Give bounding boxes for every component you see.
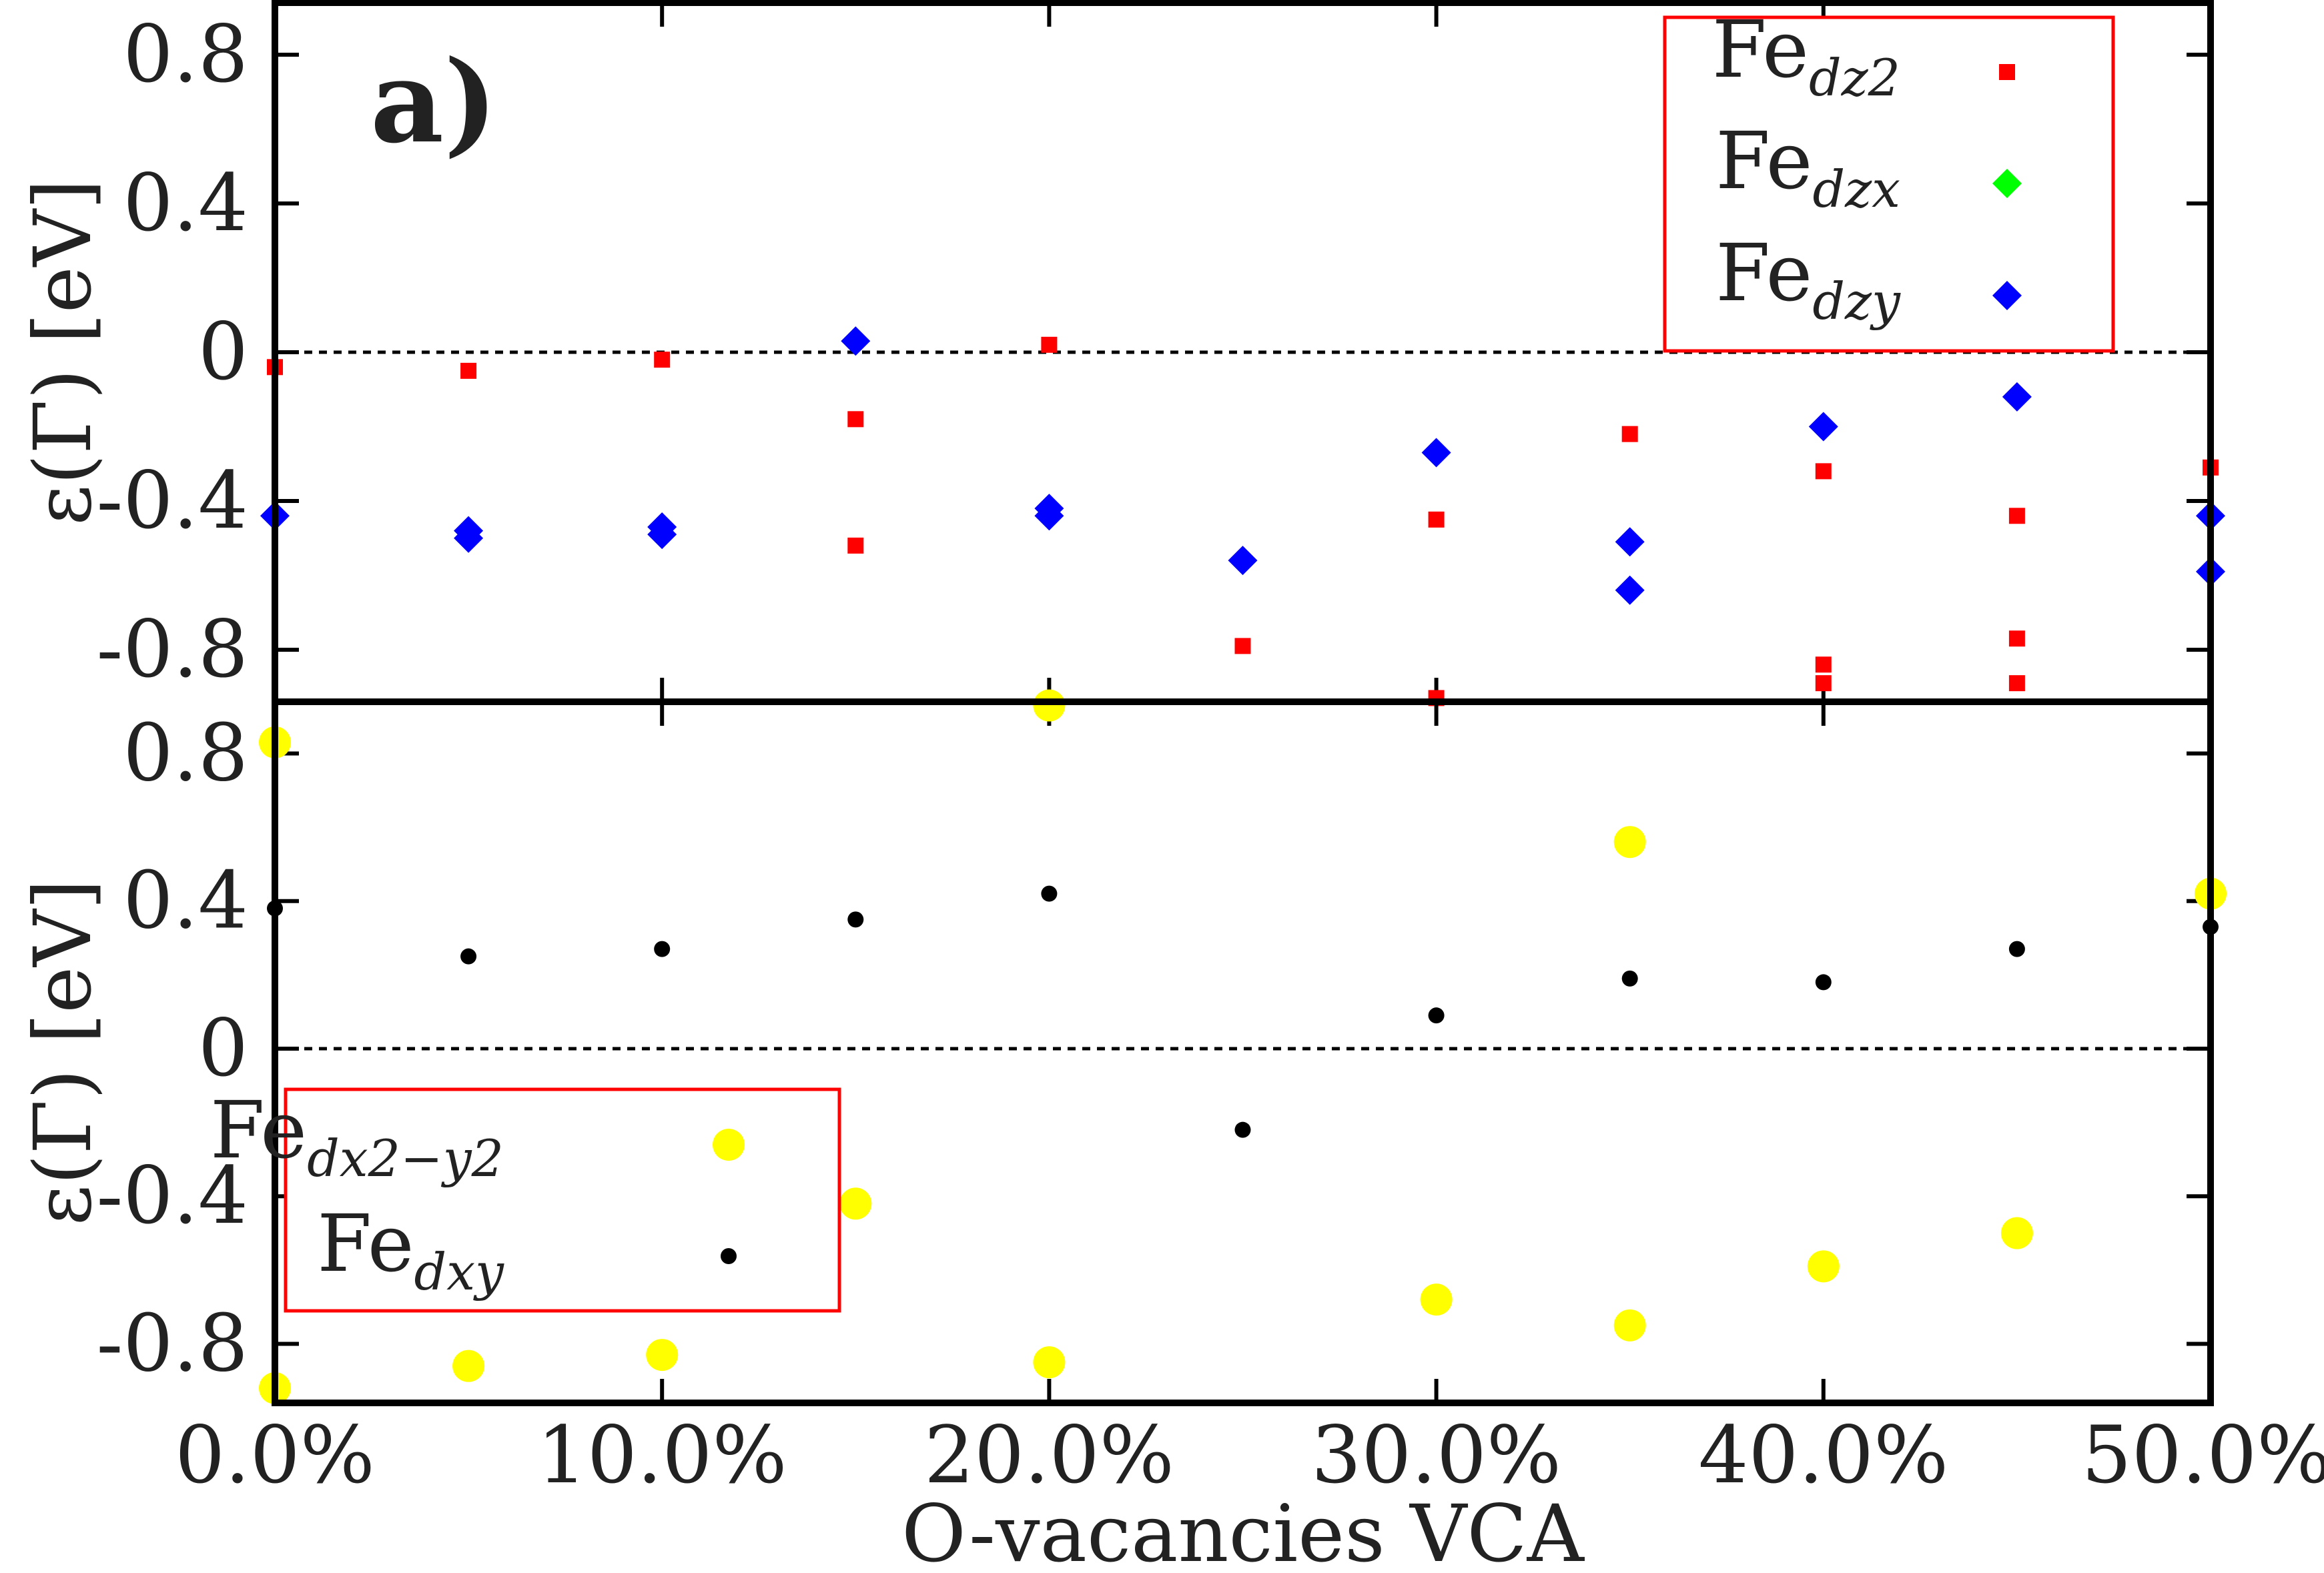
data-point [1228, 546, 1258, 576]
series-2-2 [267, 885, 2219, 1138]
y-tick-label: 0.4 [123, 157, 248, 249]
data-point [452, 1350, 485, 1382]
legend-marker [1992, 169, 2022, 198]
legend-subscript: dx2−y2 [307, 1129, 504, 1188]
data-point [1234, 1121, 1251, 1138]
x-tick-label: 30.0% [1311, 1409, 1561, 1501]
data-point [1041, 885, 1058, 902]
data-point [1621, 426, 1638, 442]
data-point [1033, 689, 1066, 722]
panel-1: 0.8 0.4 0 -0.4 -0.8 ε(Γ) [eV] a) [17, 3, 2225, 706]
y-axis-title: ε(Γ) [eV] [17, 879, 109, 1226]
legend-top-box [1663, 15, 2115, 353]
y-tick-label: 0.8 [123, 706, 248, 799]
data-point [1815, 463, 1832, 480]
data-point [454, 523, 484, 553]
y-tick-label: -0.4 [96, 454, 248, 546]
data-point [1815, 974, 1832, 991]
data-point [847, 537, 864, 554]
x-tick-label: 50.0% [2082, 1409, 2324, 1501]
data-point [1234, 638, 1251, 654]
panel-2: 0.8 0.4 0 -0.4 -0.8 ε(Γ) [eV] [17, 689, 2227, 1404]
data-point [1428, 1007, 1445, 1024]
y-tick-label: -0.4 [96, 1149, 248, 1241]
data-point [1621, 970, 1638, 987]
y-tick-label: 0.4 [123, 855, 248, 947]
series-1-1 [267, 336, 2219, 706]
legend-marker [713, 1129, 745, 1161]
x-tick-label: 40.0% [1698, 1409, 1948, 1501]
data-point [460, 948, 477, 965]
data-point [1808, 412, 1838, 442]
x-axis-title: O-vacancies VCA [901, 1488, 1585, 1573]
data-point [1041, 336, 1058, 353]
data-point [841, 326, 871, 356]
legend-marker [721, 1248, 737, 1264]
y-tick-label: -0.8 [96, 603, 248, 695]
series-2-1 [259, 689, 2227, 1404]
data-point [1420, 1283, 1453, 1316]
data-point [654, 941, 671, 957]
legend-bottom-box [284, 1087, 841, 1313]
y-tick-label: -0.8 [96, 1297, 248, 1389]
data-point [1428, 511, 1445, 528]
data-point [839, 1187, 872, 1220]
y-tick-label: 0 [198, 306, 248, 398]
x-tick-label: 20.0% [924, 1409, 1174, 1501]
data-point [1033, 1346, 1066, 1379]
data-point [1815, 675, 1832, 692]
data-point [1615, 527, 1645, 557]
x-tick-label: 0.0% [175, 1409, 375, 1501]
x-tick-label: 10.0% [537, 1409, 787, 1501]
data-point [847, 911, 864, 928]
series-1-3 [260, 326, 2225, 605]
data-point [2008, 508, 2025, 524]
y-axis-title: ε(Γ) [eV] [17, 179, 109, 526]
data-point [460, 362, 477, 379]
data-point [646, 1339, 679, 1372]
data-point [1421, 438, 1451, 468]
data-point [1613, 826, 1646, 859]
data-point [2008, 675, 2025, 692]
data-point [2000, 1217, 2033, 1249]
y-tick-label: 0.8 [123, 8, 248, 100]
legend-marker [1999, 64, 2015, 80]
data-point [2008, 630, 2025, 647]
legend-subscript: dzy [1812, 272, 1901, 331]
data-point [1615, 575, 1645, 605]
legend-subscript: dz2 [1809, 48, 1900, 107]
data-point [1613, 1309, 1646, 1342]
data-point [847, 411, 864, 428]
panel-label: a) [370, 35, 498, 169]
data-point [1815, 656, 1832, 673]
data-point [1034, 501, 1064, 531]
data-point [2008, 941, 2025, 957]
data-point [2002, 382, 2032, 412]
legend-marker [1992, 281, 2022, 310]
y-tick-label: 0 [198, 1002, 248, 1094]
legend-subscript: dxy [414, 1242, 505, 1301]
data-point [654, 352, 671, 368]
legend-subscript: dzx [1812, 159, 1900, 219]
data-point [1807, 1250, 1840, 1283]
data-point [647, 520, 677, 550]
